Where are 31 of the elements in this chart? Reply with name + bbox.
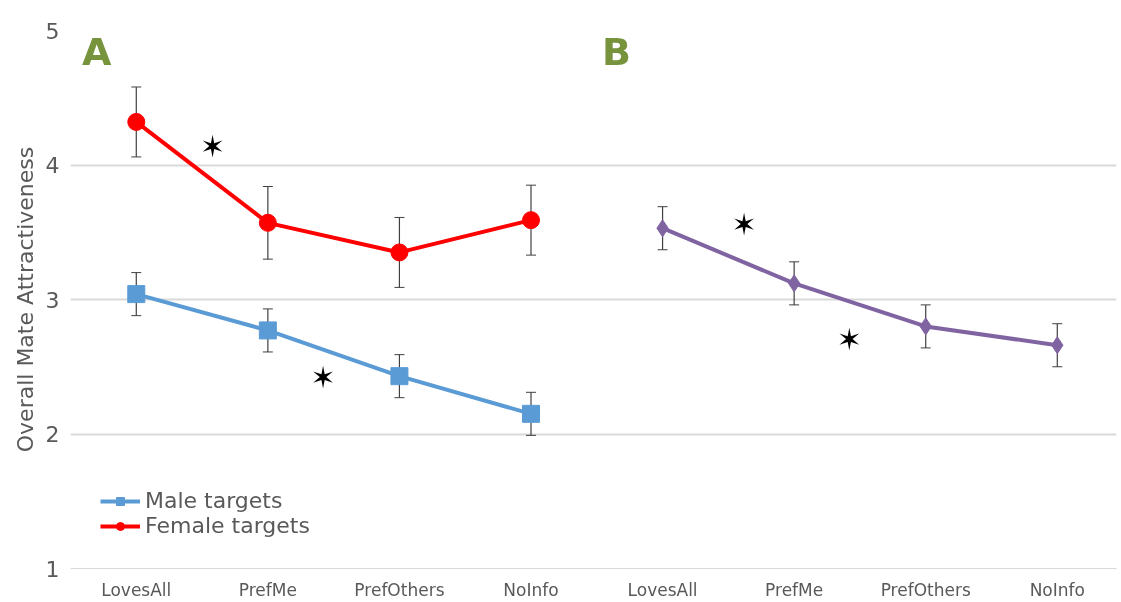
x-tick-label: NoInfo [1029,579,1085,600]
annotation: ✶ [731,206,757,242]
x-tick-label: PrefOthers [354,579,445,600]
point [258,213,277,232]
point [127,112,146,131]
x-tick-label: NoInfo [503,579,559,600]
y-tick-label: 4 [45,153,60,178]
x-tick-label: LovesAll [101,579,172,600]
x-tick-label: PrefMe [765,579,824,600]
annotation: ✶ [310,360,336,396]
point [787,274,801,293]
annotation: A [82,30,113,75]
y-tick-label: 3 [45,287,60,313]
legend-label: Male targets [145,488,283,513]
point [258,321,277,340]
y-tick-label: 2 [45,422,60,447]
y-tick-label: 5 [45,18,60,44]
point [127,285,146,304]
annotation: ✶ [836,322,862,358]
annotation: ✶ [200,128,226,164]
annotation: B [602,30,632,75]
point [390,243,409,262]
point [522,211,540,230]
point [390,367,409,386]
legend-label: Female targets [145,513,310,538]
x-tick-label: PrefMe [238,579,297,600]
y-axis-title: Overall Mate Attractiveness [12,146,38,453]
y-tick-label: 1 [45,556,60,582]
point [522,404,540,423]
x-tick-label: PrefOthers [880,579,971,600]
x-tick-label: LovesAll [627,579,698,600]
